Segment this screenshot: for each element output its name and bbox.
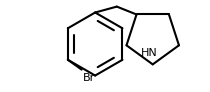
Text: HN: HN	[140, 48, 157, 58]
Text: Br: Br	[83, 73, 95, 83]
